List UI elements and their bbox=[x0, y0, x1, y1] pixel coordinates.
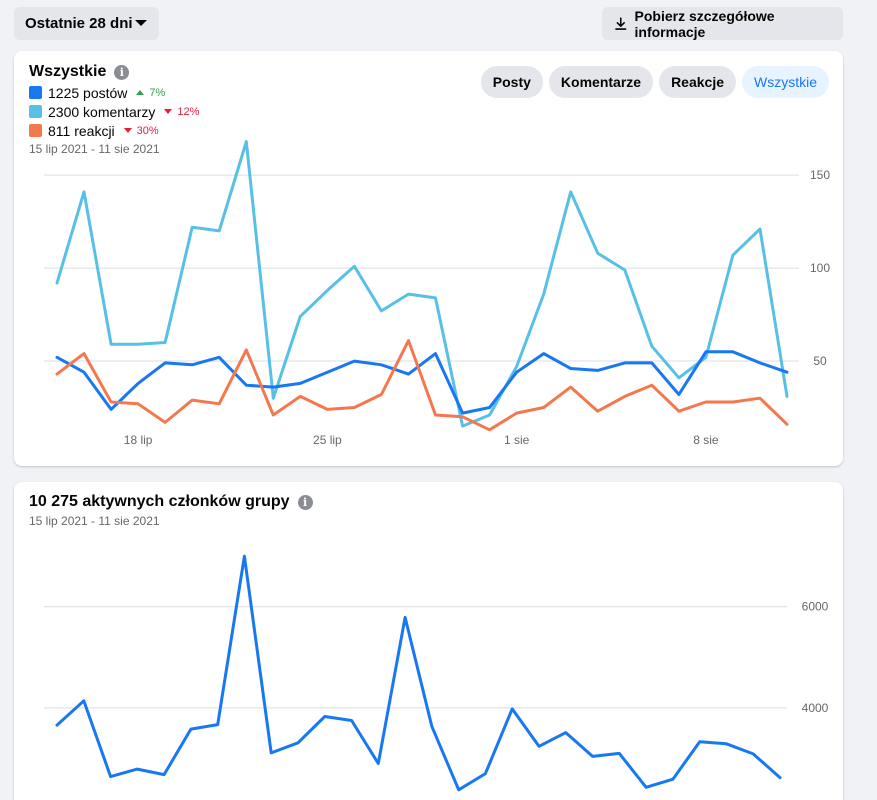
interactions-card-header: Wszystkie i bbox=[29, 63, 130, 81]
members-card-title: 10 275 aktywnych członków grupy bbox=[29, 493, 290, 510]
members-card-header: 10 275 aktywnych członków grupy i bbox=[29, 493, 313, 511]
legend-swatch bbox=[29, 105, 42, 118]
legend-swatch bbox=[29, 86, 42, 99]
filter-comments-button[interactable]: Komentarze bbox=[548, 66, 654, 98]
members-line-chart: 4000 6000 bbox=[44, 554, 829, 792]
series-line-posts bbox=[55, 350, 789, 415]
download-details-button[interactable]: Pobierz szczegółowe informacje bbox=[602, 7, 843, 40]
legend-delta-value: 30% bbox=[136, 124, 159, 137]
download-icon bbox=[615, 16, 627, 30]
filter-all-button[interactable]: Wszystkie bbox=[742, 66, 829, 98]
legend-delta-value: 12% bbox=[177, 105, 200, 118]
members-card: 10 275 aktywnych członków grupy i 15 lip… bbox=[14, 482, 843, 800]
legend-label: 2300 komentarzy bbox=[48, 103, 156, 120]
interactions-card: Wszystkie i 1225 postów 7% 2300 komentar… bbox=[14, 51, 843, 466]
x-tick-label: 1 sie bbox=[504, 433, 530, 447]
trend-down-icon bbox=[123, 128, 132, 133]
y-tick-label: 4000 bbox=[802, 701, 829, 715]
x-tick-label: 8 sie bbox=[693, 433, 719, 447]
legend-swatch bbox=[29, 124, 42, 137]
legend-item-posts: 1225 postów 7% bbox=[29, 83, 199, 102]
top-toolbar: Ostatnie 28 dni Pobierz szczegółowe info… bbox=[0, 0, 877, 44]
members-date-range: 15 lip 2021 - 11 sie 2021 bbox=[29, 514, 160, 528]
info-icon[interactable]: i bbox=[114, 64, 130, 80]
interaction-filter-tabs: Posty Komentarze Reakcje Wszystkie bbox=[480, 66, 829, 98]
legend-item-reactions: 811 reakcji 30% bbox=[29, 121, 199, 140]
legend-delta: 12% bbox=[164, 106, 199, 118]
legend-label: 811 reakcji bbox=[48, 122, 115, 139]
series-line-comments bbox=[55, 140, 789, 428]
legend-delta: 7% bbox=[136, 87, 165, 99]
download-details-label: Pobierz szczegółowe informacje bbox=[634, 7, 775, 40]
y-tick-label: 50 bbox=[813, 354, 827, 368]
legend-item-comments: 2300 komentarzy 12% bbox=[29, 102, 199, 121]
y-tick-label: 150 bbox=[810, 168, 830, 182]
filter-reactions-button[interactable]: Reakcje bbox=[659, 66, 736, 98]
legend-delta: 30% bbox=[123, 124, 159, 137]
x-tick-label: 18 lip bbox=[124, 433, 153, 447]
interactions-card-title: Wszystkie bbox=[29, 63, 107, 80]
series-line-members bbox=[55, 554, 782, 792]
date-range-dropdown[interactable]: Ostatnie 28 dni bbox=[14, 7, 159, 40]
legend-delta-value: 7% bbox=[149, 86, 166, 99]
x-tick-label: 25 lip bbox=[313, 433, 342, 447]
date-range-dropdown-label: Ostatnie 28 dni bbox=[25, 15, 133, 32]
caret-down-icon bbox=[135, 20, 147, 26]
legend-label: 1225 postów bbox=[48, 84, 128, 101]
trend-down-icon bbox=[164, 109, 173, 114]
interactions-legend: 1225 postów 7% 2300 komentarzy 12% 811 r… bbox=[29, 83, 199, 140]
filter-posts-button[interactable]: Posty bbox=[480, 66, 543, 98]
info-icon[interactable]: i bbox=[297, 494, 313, 510]
y-tick-label: 6000 bbox=[802, 600, 829, 614]
interactions-date-range: 15 lip 2021 - 11 sie 2021 bbox=[29, 142, 160, 156]
interactions-line-chart: 50 100 150 18 lip 25 lip 1 sie 8 sie bbox=[44, 140, 830, 447]
trend-up-icon bbox=[136, 90, 145, 95]
y-tick-label: 100 bbox=[810, 261, 830, 275]
series-line-reactions bbox=[55, 339, 789, 432]
